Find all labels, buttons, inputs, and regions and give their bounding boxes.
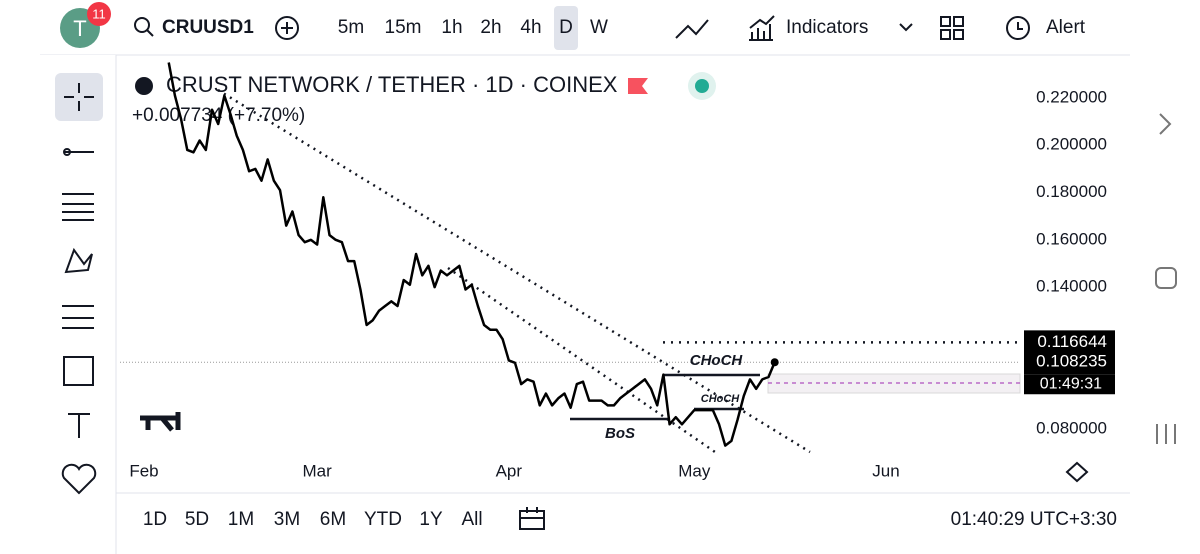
range-button[interactable]: 1Y <box>419 509 443 530</box>
settings-icon[interactable] <box>1065 461 1089 483</box>
last-price-dot <box>770 358 779 367</box>
alert[interactable]: Alert <box>1046 17 1086 38</box>
indicators-icon[interactable] <box>749 15 775 41</box>
pattern-tool[interactable] <box>64 247 93 274</box>
layouts-icon[interactable] <box>940 16 964 40</box>
shapes-tool[interactable] <box>63 356 94 386</box>
interval-selected-bg <box>554 6 578 50</box>
avatar-letter: T <box>73 16 86 41</box>
price-label: 0.108235 <box>1036 352 1107 371</box>
search-icon-handle <box>146 29 154 37</box>
flag[interactable] <box>628 78 648 94</box>
range-button[interactable]: 5D <box>185 509 209 530</box>
y-tick-label: 0.080000 <box>1036 419 1107 438</box>
range-button[interactable]: 6M <box>320 509 346 530</box>
sidebar <box>40 55 116 554</box>
y-tick-label: 0.140000 <box>1036 277 1107 296</box>
nav-forward[interactable] <box>1159 113 1172 135</box>
chart-title: CRUST NETWORK / TETHER · 1D · COINEX <box>166 72 618 97</box>
annotation: CHoCH <box>701 393 741 405</box>
nav-home[interactable] <box>1155 267 1177 289</box>
range-button[interactable]: 1M <box>228 509 254 530</box>
indicators[interactable]: Indicators <box>786 17 868 38</box>
prediction-tool[interactable] <box>62 305 94 329</box>
price-label-bg <box>1024 350 1115 375</box>
annotation: CHoCH <box>690 352 744 369</box>
symbol[interactable]: CRUUSD1 <box>162 17 254 38</box>
x-tick-label: May <box>678 461 711 480</box>
price-line-series <box>167 62 776 447</box>
price-label: 0.116644 <box>1037 332 1107 351</box>
interval[interactable]: D <box>559 17 573 38</box>
chart-subtitle: +0.007734 (+7.70%) <box>132 105 305 126</box>
fib-tool[interactable] <box>62 193 94 221</box>
x-tick-label: Apr <box>496 461 523 480</box>
countdown: 01:49:31 <box>1040 375 1102 392</box>
chart-type-icon[interactable] <box>675 19 709 39</box>
exchange-logo <box>135 77 153 95</box>
position-box <box>767 373 1021 394</box>
status-dot <box>695 79 709 93</box>
crosshair-tool[interactable] <box>64 83 94 111</box>
range-button[interactable]: 1D <box>143 509 167 530</box>
nav-area <box>1130 0 1200 554</box>
y-tick-label: 0.160000 <box>1036 229 1107 248</box>
interval[interactable]: 5m <box>338 17 364 38</box>
trend-line-tool-dot <box>63 148 71 156</box>
x-tick-label: Mar <box>302 461 332 480</box>
tv-logo <box>140 412 181 432</box>
add-symbol-plus <box>281 22 293 34</box>
tool-selected-bg <box>55 73 103 121</box>
badge <box>87 2 111 26</box>
alert-icon[interactable] <box>1006 16 1030 40</box>
favorites-tool[interactable] <box>61 463 97 495</box>
dropdown-icon[interactable] <box>899 23 913 32</box>
interval[interactable]: W <box>590 17 608 38</box>
countdown-bg <box>1024 374 1115 395</box>
range-button[interactable]: YTD <box>364 509 402 530</box>
interval[interactable]: 4h <box>520 17 541 38</box>
trend-line <box>447 266 716 454</box>
clock: 01:40:29 UTC+3:30 <box>951 509 1117 530</box>
range-button[interactable]: 3M <box>274 509 300 530</box>
alert-icon-hands <box>1017 22 1023 30</box>
y-tick-label: 0.180000 <box>1036 182 1107 201</box>
annotation: BoS <box>605 425 635 442</box>
interval[interactable]: 15m <box>385 17 422 38</box>
nav-recents[interactable] <box>1156 424 1176 444</box>
x-tick-label: Jun <box>872 461 899 480</box>
search-icon[interactable] <box>134 17 150 33</box>
range-button[interactable]: All <box>461 509 482 530</box>
y-tick-label: 0.220000 <box>1036 87 1107 106</box>
y-tick-label: 0.200000 <box>1036 135 1107 154</box>
text-tool[interactable] <box>68 413 90 438</box>
date-range-icon[interactable] <box>519 507 545 530</box>
badge-count: 11 <box>92 6 106 21</box>
x-tick-label: Feb <box>129 461 158 480</box>
chart: CRUST NETWORK / TETHER · 1D · COINEX +0.… <box>120 62 1115 480</box>
add-symbol[interactable] <box>275 16 299 40</box>
interval[interactable]: 2h <box>480 17 501 38</box>
interval[interactable]: 1h <box>441 17 462 38</box>
